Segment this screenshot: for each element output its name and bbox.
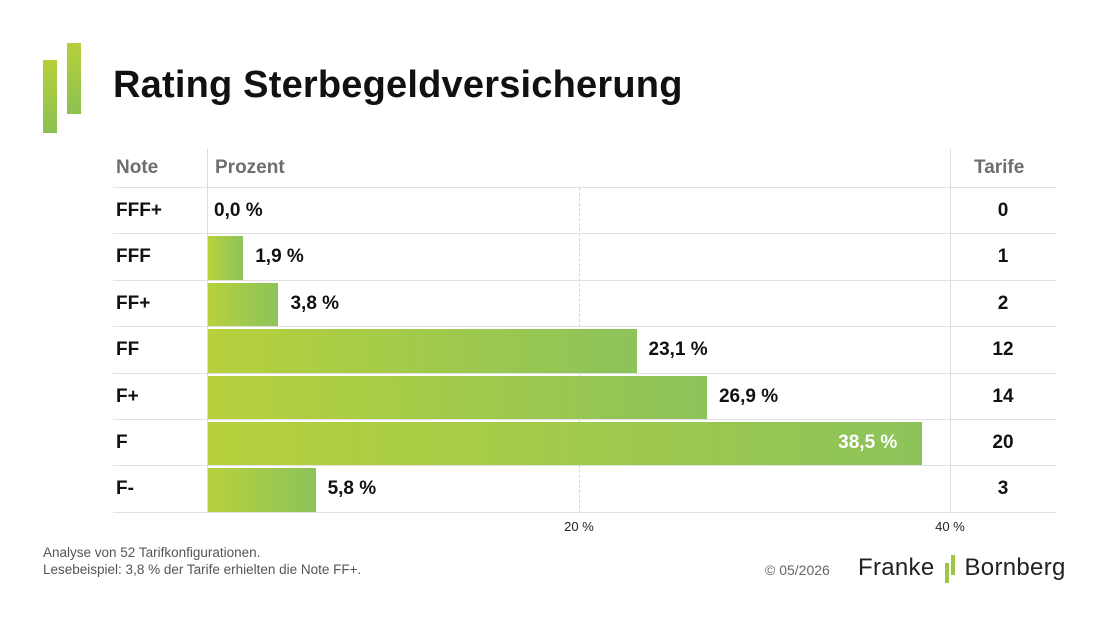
percent-bar — [208, 329, 637, 374]
rating-note-label: FF+ — [116, 292, 151, 314]
table-header-divider — [113, 187, 1056, 188]
percent-value-label: 26,9 % — [718, 385, 779, 407]
table-row: F- 5,8 % 3 — [0, 466, 1100, 513]
brand-word-bornberg: Bornberg — [964, 554, 1066, 581]
tarife-count: 3 — [997, 478, 1009, 500]
row-divider-line — [113, 419, 1056, 420]
row-divider-line — [113, 233, 1056, 235]
percent-bar — [208, 236, 244, 281]
column-header-prozent: Prozent — [215, 157, 285, 178]
x-tick-label-20: 20 % — [564, 519, 594, 534]
column-header-note: Note — [116, 157, 159, 178]
footer-note-analysis: Analyse von 52 Tarifkonfigurationen. — [43, 545, 261, 560]
table-row: F 38,5 % 20 — [0, 420, 1100, 466]
column-header-tarife: Tarife — [974, 157, 1025, 178]
rating-note-label: F — [116, 432, 128, 453]
table-row: FFF+ 0,0 % 0 — [0, 188, 1100, 234]
tarife-count: 20 — [992, 432, 1014, 453]
percent-bar — [208, 375, 707, 420]
tarife-count: 12 — [992, 339, 1014, 361]
franke-bornberg-logo: Franke Bornberg — [858, 551, 1066, 585]
logo-bar-left — [43, 60, 57, 133]
percent-value-label: 38,5 % — [838, 432, 898, 453]
logo-mark-icon — [43, 43, 81, 133]
table-row: FF 23,1 % 12 — [0, 327, 1100, 374]
logo-bar-right — [67, 43, 81, 114]
rating-note-label: FFF — [116, 246, 151, 268]
tarife-count: 14 — [992, 385, 1014, 407]
brand-word-franke: Franke — [858, 554, 935, 581]
rating-note-label: F+ — [116, 385, 139, 407]
tarife-count: 0 — [997, 200, 1009, 221]
row-divider-line — [113, 279, 1056, 281]
table-row: F+ 26,9 % 14 — [0, 374, 1100, 420]
copyright-text: © 05/2026 — [765, 562, 830, 578]
rating-note-label: F- — [116, 478, 134, 500]
table-row: FF+ 3,8 % 2 — [0, 281, 1100, 327]
percent-value-label: 5,8 % — [327, 478, 377, 500]
row-divider-line — [113, 511, 1056, 513]
row-divider-line — [113, 465, 1056, 467]
percent-bar — [208, 282, 279, 327]
tarife-count: 2 — [997, 292, 1009, 314]
rating-note-label: FF — [116, 339, 140, 361]
x-tick-label-40: 40 % — [935, 519, 965, 534]
table-row: FFF 1,9 % 1 — [0, 234, 1100, 281]
percent-value-label: 3,8 % — [290, 292, 340, 314]
row-divider-line — [113, 326, 1056, 328]
percent-value-label: 23,1 % — [648, 339, 708, 361]
tarife-divider-line — [950, 149, 951, 513]
page-title: Rating Sterbegeldversicherung — [113, 64, 683, 106]
percent-bar — [208, 422, 923, 466]
tarife-count: 1 — [997, 246, 1009, 268]
row-divider-line — [113, 372, 1056, 374]
percent-bar — [208, 468, 316, 513]
axis-zero-line — [207, 149, 208, 513]
franke-bornberg-logo-icon — [943, 553, 957, 583]
rating-note-label: FFF+ — [116, 200, 162, 221]
percent-value-label: 1,9 % — [255, 246, 304, 268]
footer-note-example: Lesebeispiel: 3,8 % der Tarife erhielten… — [43, 562, 362, 577]
percent-value-label: 0,0 % — [214, 200, 263, 221]
